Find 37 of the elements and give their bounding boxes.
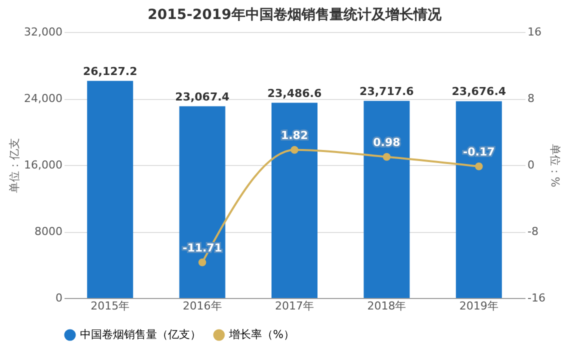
data-label: 1.82 [280,128,308,142]
y2-tick-label: 16 [528,26,542,38]
legend-label: 增长率（%） [228,328,294,341]
data-label: 26,127.2 [82,64,138,78]
y-tick-label: 8000 [34,225,62,238]
y2-tick-label: -16 [528,292,546,304]
x-tick-label: 2019年 [459,300,498,312]
data-label: 23,067.4 [175,90,230,104]
point [475,162,483,170]
y2-axis-title: 单位：% [548,144,562,188]
x-tick-label: 2017年 [275,300,314,312]
bar [456,101,502,298]
y2-tick-label: -8 [528,225,538,238]
y-axis-title: 单位：亿支 [8,138,22,193]
y-tick-label: 32,000 [24,26,62,38]
data-label: 23,486.6 [267,86,322,100]
y-tick-label: 16,000 [24,158,62,172]
bar [272,102,318,298]
x-tick-label: 2018年 [367,300,406,312]
point [198,258,206,266]
y2-tick-label: 8 [528,92,534,105]
point [290,146,298,154]
bar [179,106,226,298]
y2-tick-label: 0 [528,158,534,172]
data-label: 0.98 [373,136,400,149]
y-tick-label: 0 [56,292,62,304]
x-tick-label: 2016年 [182,300,222,312]
legend-label: 中国卷烟销售量（亿支） [80,328,201,341]
data-label: -0.17 [463,145,495,158]
bar [364,100,410,298]
point [382,152,391,161]
data-label: 23,717.6 [360,84,414,98]
x-tick-label: 2015年 [90,300,130,312]
bar [87,80,134,298]
y-tick-label: 24,000 [24,92,62,105]
chart-title: 2015-2019年中国卷烟销售量统计及增长情况 [148,6,442,23]
data-label: 23,676.4 [452,85,506,98]
